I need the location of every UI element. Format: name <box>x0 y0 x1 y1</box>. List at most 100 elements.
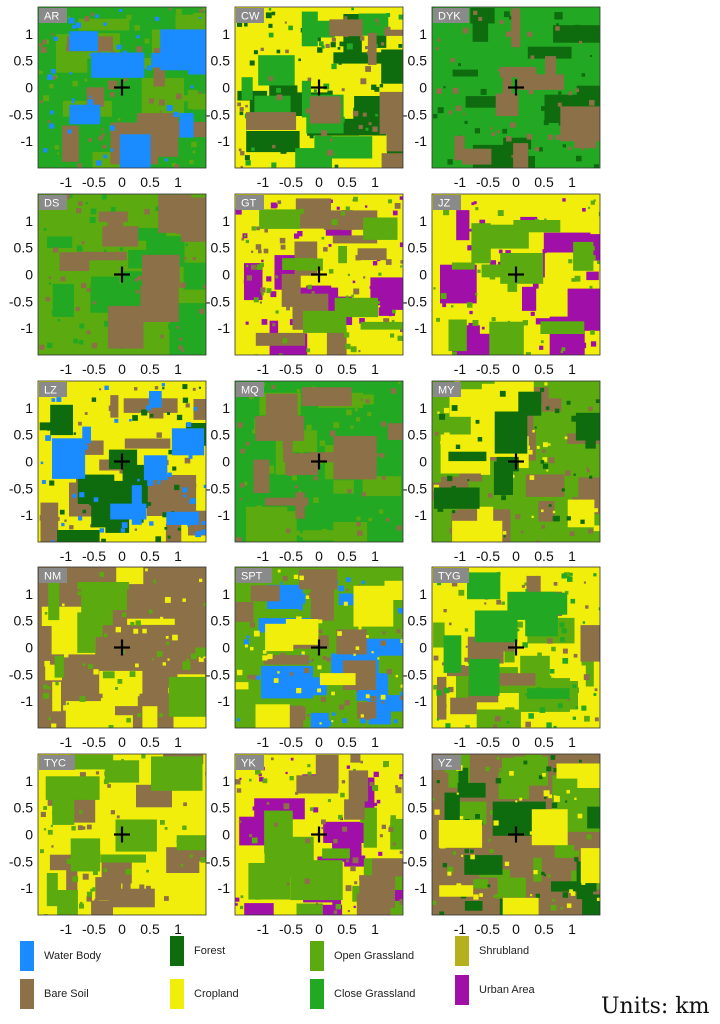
pixel-urban-area <box>313 807 319 813</box>
pixel-close-grassland <box>398 14 403 20</box>
pixel-cropland <box>529 475 535 480</box>
pixel-open-grassland <box>254 893 261 900</box>
pixel-bare-soil <box>98 136 103 141</box>
pixel-urban-area <box>467 245 473 251</box>
pixel-open-grassland <box>574 275 581 282</box>
pixel-open-grassland <box>593 199 596 202</box>
pixel-bare-soil <box>523 76 529 82</box>
pixel-cropland <box>542 457 548 462</box>
pixel-bare-soil <box>79 772 86 779</box>
panel-label: AR <box>44 11 59 23</box>
pixel-cropland <box>463 461 469 467</box>
pixel-open-grassland <box>296 389 301 393</box>
pixel-bare-soil <box>353 288 360 295</box>
pixel-close-grassland <box>351 7 354 11</box>
pixel-urban-area <box>259 777 264 782</box>
pixel-open-grassland <box>117 118 121 121</box>
pixel-urban-area <box>249 269 254 273</box>
y-tick-label: -0.5 <box>403 666 427 682</box>
pixel-close-grassland <box>79 323 85 329</box>
pixel-bare-soil <box>369 782 374 787</box>
pixel-close-grassland <box>103 249 107 253</box>
patch-open-grassland <box>296 903 323 915</box>
pixel-close-grassland <box>539 707 546 713</box>
pixel-cropland <box>162 662 166 666</box>
pixel-close-grassland <box>445 723 451 728</box>
pixel-urban-area <box>590 341 597 347</box>
pixel-bare-soil <box>341 780 346 784</box>
pixel-close-grassland <box>190 279 197 286</box>
pixel-forest <box>101 538 106 542</box>
pixel-open-grassland <box>72 80 78 87</box>
pixel-open-grassland <box>82 663 86 666</box>
pixel-open-grassland <box>55 813 61 818</box>
pixel-forest <box>480 88 487 95</box>
pixel-forest <box>460 770 464 774</box>
pixel-forest <box>167 535 171 539</box>
patch-bare-soil <box>454 135 465 161</box>
patch-forest <box>57 530 100 542</box>
pixel-bare-soil <box>308 592 314 598</box>
panel-map <box>432 567 600 728</box>
pixel-cropland <box>459 816 464 820</box>
pixel-close-grassland <box>524 693 527 696</box>
pixel-urban-area <box>261 259 264 263</box>
x-tick-label: 0.5 <box>534 921 554 937</box>
pixel-open-grassland <box>458 589 465 596</box>
patch-forest <box>457 782 486 798</box>
pixel-cropland <box>262 650 267 654</box>
y-tick-label: 0.5 <box>14 800 34 816</box>
y-tick-label: 0.5 <box>408 240 428 256</box>
pixel-close-grassland <box>85 201 88 205</box>
pixel-close-grassland <box>365 127 369 131</box>
pixel-bare-soil <box>579 40 582 44</box>
pixel-water-body <box>280 581 283 584</box>
pixel-forest <box>594 912 597 915</box>
patch-water-body <box>69 104 101 125</box>
pixel-cropland <box>546 469 549 472</box>
pixel-water-body <box>186 422 192 427</box>
pixel-open-grassland <box>383 764 387 768</box>
pixel-close-grassland <box>567 576 573 582</box>
pixel-bare-soil <box>463 113 466 116</box>
pixel-forest <box>494 814 499 819</box>
patch-bare-soil <box>235 602 254 622</box>
y-tick-label: -1 <box>415 693 428 709</box>
pixel-open-grassland <box>588 206 591 209</box>
pixel-bare-soil <box>313 254 318 259</box>
pixel-cropland <box>443 407 450 414</box>
pixel-forest <box>49 480 55 486</box>
pixel-bare-soil <box>237 422 243 428</box>
pixel-cropland <box>515 800 518 803</box>
pixel-bare-soil <box>302 293 308 299</box>
pixel-bare-soil <box>381 701 385 704</box>
pixel-cropland <box>353 653 356 656</box>
pixel-open-grassland <box>50 824 53 828</box>
pixel-water-body <box>276 600 281 604</box>
pixel-bare-soil <box>282 575 288 581</box>
x-tick-label: -1 <box>454 548 467 564</box>
pixel-bare-soil <box>437 90 440 94</box>
pixel-bare-soil <box>325 43 330 48</box>
pixel-cropland <box>67 644 73 649</box>
pixel-bare-soil <box>352 857 359 864</box>
x-tick-label: 0 <box>315 548 323 564</box>
y-tick-label: 0 <box>419 827 427 843</box>
pixel-forest <box>574 857 579 862</box>
y-tick-label: 0 <box>222 267 230 283</box>
patch-bare-soil <box>350 754 361 763</box>
panel-frame <box>431 566 601 729</box>
pixel-bare-soil <box>52 541 58 542</box>
pixel-open-grassland <box>321 236 325 240</box>
y-tick-label: -0.5 <box>9 853 33 869</box>
pixel-open-grassland <box>133 854 138 860</box>
pixel-urban-area <box>376 799 381 804</box>
pixel-open-grassland <box>550 904 557 911</box>
patch-forest <box>554 12 563 20</box>
pixel-bare-soil <box>382 631 386 635</box>
pixel-open-grassland <box>475 293 478 296</box>
patch-cropland <box>52 681 61 712</box>
pixel-bare-soil <box>396 525 402 531</box>
pixel-forest <box>497 166 501 168</box>
